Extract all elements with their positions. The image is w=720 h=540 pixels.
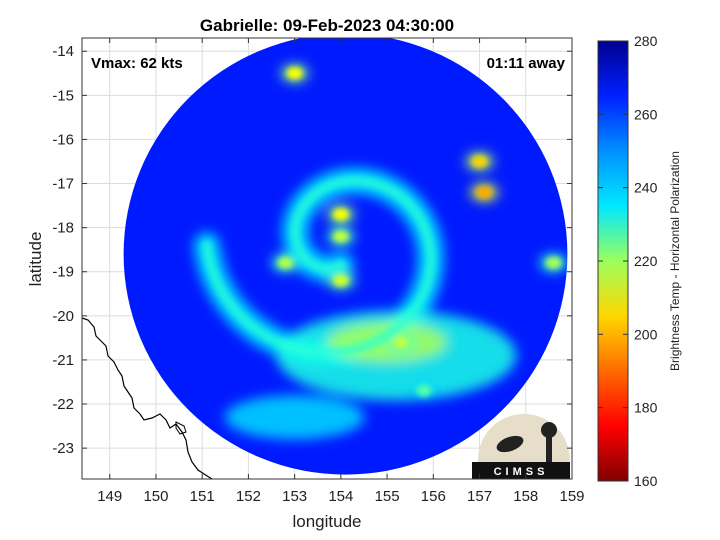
colorbar-tick-label: 180: [634, 400, 658, 416]
y-tick-label: -21: [52, 352, 74, 369]
rainband: [471, 155, 488, 168]
coastline: [82, 317, 213, 479]
y-tick-label: -14: [52, 43, 74, 60]
x-tick-label: 153: [282, 488, 307, 505]
x-axis: 149 150 151 152 153 154 155 156 157 158 159: [97, 38, 585, 505]
y-axis: -14 -15 -16 -17 -18 -19 -20 -21 -22 -23: [52, 43, 572, 457]
southern-band-lower: [224, 395, 365, 440]
eyewall_blob: [277, 256, 294, 269]
y-tick-label: -15: [52, 87, 74, 104]
rainband: [416, 384, 433, 397]
colorbar-tick-label: 160: [634, 473, 658, 489]
logo-text: CIMSS: [494, 466, 549, 478]
y-tick-label: -20: [52, 308, 74, 325]
y-tick-label: -22: [52, 396, 74, 413]
x-tick-label: 155: [375, 488, 400, 505]
logo-dish: [496, 435, 524, 453]
spiral-band-core: [201, 175, 436, 358]
coastline-path: [82, 317, 213, 479]
logo-tower: [546, 432, 552, 462]
x-axis-label: longitude: [292, 512, 361, 531]
eyewall_blob: [332, 208, 349, 221]
x-tick-label: 151: [190, 488, 215, 505]
x-tick-label: 152: [236, 488, 261, 505]
rainband: [392, 336, 409, 349]
x-tick-label: 159: [559, 488, 584, 505]
x-tick-label: 150: [143, 488, 168, 505]
rainband: [286, 67, 303, 80]
colorbar: 160 180 200 220 240 260 280 Brightness Temp - …: [597, 33, 682, 489]
x-tick-label: 149: [97, 488, 122, 505]
x-tick-label: 158: [513, 488, 538, 505]
colorbar-tick-label: 240: [634, 180, 658, 196]
logo-tank: [541, 422, 557, 438]
colorbar-tick-label: 280: [634, 33, 658, 49]
eyewall_blob: [332, 274, 349, 287]
axes-frame: [81, 37, 573, 480]
colorbar-tick-label: 200: [634, 326, 658, 342]
y-tick-label: -19: [52, 264, 74, 281]
cimss-logo: CIMSS: [472, 414, 570, 479]
swath-detail-layer: [201, 67, 562, 397]
eyewall_blob: [332, 230, 349, 243]
y-tick-label: -18: [52, 220, 74, 237]
vmax-annotation: Vmax: 62 kts: [91, 55, 183, 72]
logo-band: [472, 462, 570, 479]
rainband: [476, 186, 493, 199]
y-axis-label: latitude: [26, 232, 45, 287]
colorbar-ticks: 160 180 200 220 240 260 280: [598, 33, 658, 489]
y-tick-label: -17: [52, 176, 74, 193]
swath-features: [193, 64, 568, 440]
colorbar-label: Brightness Temp - Horizontal Polarizatio…: [668, 151, 682, 371]
coastline-island-path: [175, 421, 187, 435]
swath-image: [123, 38, 568, 475]
rainband: [545, 256, 562, 269]
x-tick-label: 156: [421, 488, 446, 505]
time-offset-annotation: 01:11 away: [487, 55, 566, 72]
chart-title: Gabrielle: 09-Feb-2023 04:30:00: [200, 16, 454, 35]
y-tick-label: -23: [52, 440, 74, 457]
x-tick-label: 157: [467, 488, 492, 505]
colorbar-tick-label: 260: [634, 106, 658, 122]
colorbar-tick-label: 220: [634, 253, 658, 269]
x-tick-label: 154: [328, 488, 353, 505]
y-tick-label: -16: [52, 131, 74, 148]
